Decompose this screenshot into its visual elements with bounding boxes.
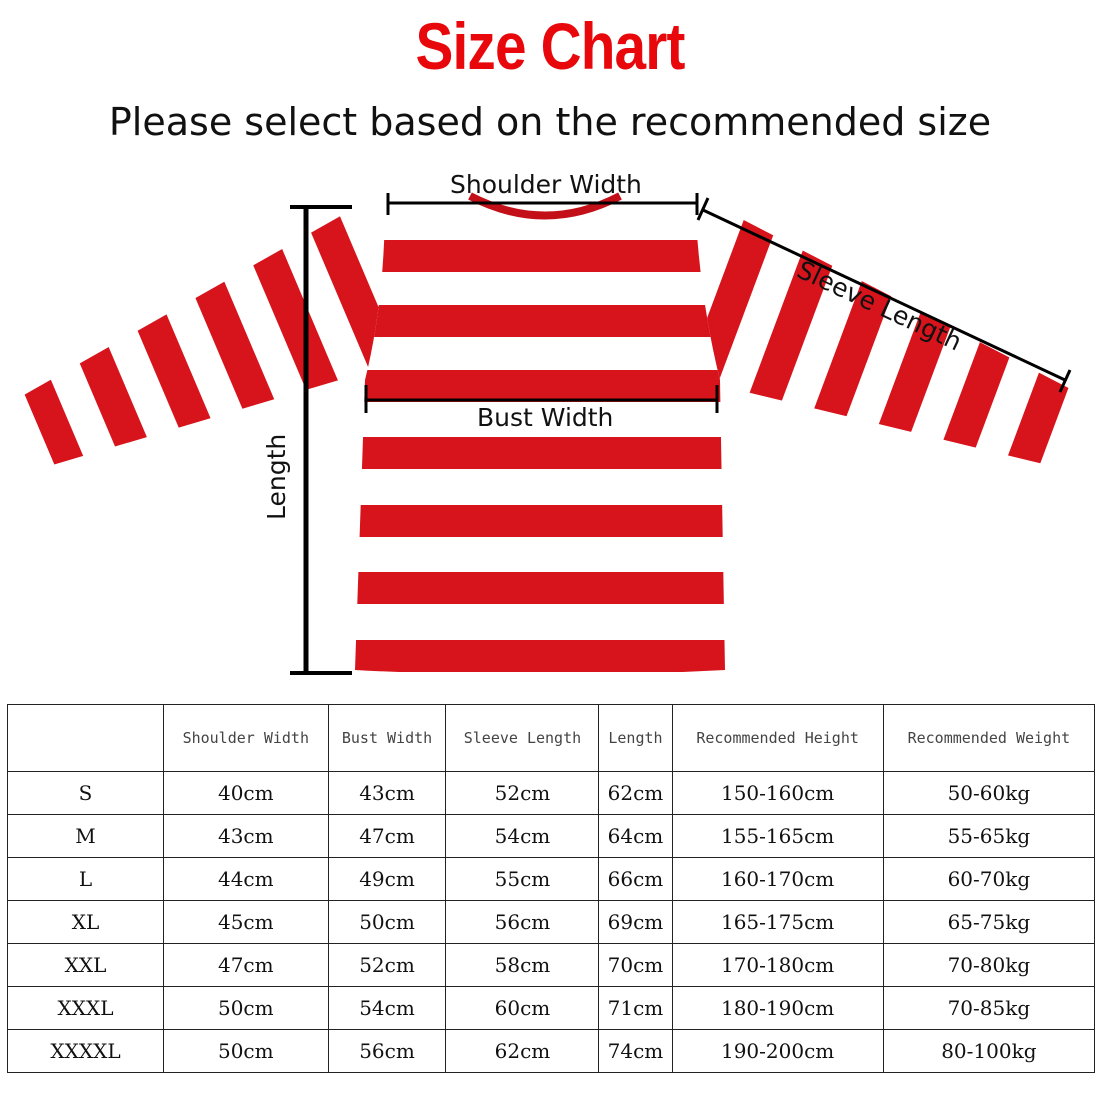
value-cell: 43cm <box>163 814 329 858</box>
value-cell: 50cm <box>163 986 329 1030</box>
value-cell: 60-70kg <box>882 857 1096 901</box>
sleeve-base <box>675 215 1087 506</box>
sleeve-stripe <box>868 283 963 464</box>
length-label: Length <box>262 433 291 520</box>
sleeve-stripe <box>122 283 224 463</box>
value-cell: 49cm <box>327 857 447 901</box>
size-cell: S <box>7 771 164 815</box>
sleeve-stripe <box>744 237 839 418</box>
measure-lines <box>290 193 1072 675</box>
value-cell: 47cm <box>163 943 329 987</box>
value-cell: 52cm <box>327 943 447 987</box>
value-cell: 60cm <box>445 986 600 1030</box>
value-cell: 180-190cm <box>671 986 884 1030</box>
size-cell: XXXL <box>7 986 164 1030</box>
body-stripe <box>355 505 725 537</box>
column-header <box>7 704 164 772</box>
value-cell: 69cm <box>598 900 673 944</box>
sleeve-stripe <box>183 257 285 437</box>
table-row: S 40cm 43cm 52cm 62cm 150-160cm 50-60kg <box>7 771 1096 815</box>
left-sleeve <box>8 211 412 504</box>
value-cell: 66cm <box>598 857 673 901</box>
size-table: Shoulder Width Bust Width Sleeve Length Len… <box>7 704 1096 1073</box>
right-sleeve <box>675 215 1087 506</box>
body-stripe <box>355 370 725 402</box>
value-cell: 58cm <box>445 943 600 987</box>
size-cell: M <box>7 814 164 858</box>
value-cell: 65-75kg <box>882 900 1096 944</box>
body-stripe <box>355 437 725 469</box>
body-stripe <box>355 305 725 337</box>
column-header: Recommended Weight <box>882 704 1096 772</box>
table-row: XXXL 50cm 54cm 60cm 71cm 180-190cm 70-85kg <box>7 986 1096 1030</box>
column-header: Sleeve Length <box>445 704 600 772</box>
value-cell: 170-180cm <box>671 943 884 987</box>
size-cell: L <box>7 857 164 901</box>
value-cell: 62cm <box>598 771 673 815</box>
value-cell: 50cm <box>327 900 447 944</box>
table-row: XXXXL 50cm 56cm 62cm 74cm 190-200cm 80-100kg <box>7 1029 1096 1073</box>
value-cell: 52cm <box>445 771 600 815</box>
value-cell: 54cm <box>445 814 600 858</box>
column-header: Bust Width <box>327 704 447 772</box>
size-cell: XL <box>7 900 164 944</box>
value-cell: 70cm <box>598 943 673 987</box>
value-cell: 160-170cm <box>671 857 884 901</box>
sleeve-base <box>8 211 412 504</box>
value-cell: 54cm <box>327 986 447 1030</box>
value-cell: 64cm <box>598 814 673 858</box>
value-cell: 80-100kg <box>882 1029 1096 1073</box>
table-header-row: Shoulder Width Bust Width Sleeve Length Len… <box>7 704 1096 772</box>
value-cell: 50-60kg <box>882 771 1096 815</box>
value-cell: 56cm <box>445 900 600 944</box>
value-cell: 50cm <box>163 1029 329 1073</box>
body-stripe <box>355 572 725 604</box>
size-cell: XXXXL <box>7 1029 164 1073</box>
value-cell: 165-175cm <box>671 900 884 944</box>
size-cell: XXL <box>7 943 164 987</box>
column-header: Shoulder Width <box>163 704 329 772</box>
sleeve-stripe <box>806 260 901 441</box>
value-cell: 55-65kg <box>882 814 1096 858</box>
value-cell: 45cm <box>163 900 329 944</box>
value-cell: 47cm <box>327 814 447 858</box>
shirt-body <box>355 195 725 676</box>
column-header: Recommended Height <box>671 704 884 772</box>
table-row: M 43cm 47cm 54cm 64cm 155-165cm 55-65kg <box>7 814 1096 858</box>
shoulder-width-label: Shoulder Width <box>450 170 642 199</box>
table-row: XXL 47cm 52cm 58cm 70cm 170-180cm 70-80kg <box>7 943 1096 987</box>
value-cell: 62cm <box>445 1029 600 1073</box>
value-cell: 70-80kg <box>882 943 1096 987</box>
value-cell: 155-165cm <box>671 814 884 858</box>
value-cell: 150-160cm <box>671 771 884 815</box>
page-title: Size Chart <box>415 9 686 83</box>
value-cell: 44cm <box>163 857 329 901</box>
column-header: Length <box>598 704 673 772</box>
bust-width-label: Bust Width <box>477 403 614 432</box>
page-subtitle: Please select based on the recommended s… <box>108 100 992 144</box>
value-cell: 55cm <box>445 857 600 901</box>
value-cell: 70-85kg <box>882 986 1096 1030</box>
value-cell: 74cm <box>598 1029 673 1073</box>
table-row: XL 45cm 50cm 56cm 69cm 165-175cm 65-75kg <box>7 900 1096 944</box>
value-cell: 43cm <box>327 771 447 815</box>
value-cell: 40cm <box>163 771 329 815</box>
value-cell: 56cm <box>327 1029 447 1073</box>
value-cell: 71cm <box>598 986 673 1030</box>
body-stripe <box>355 640 725 672</box>
sleeve-stripe <box>244 231 346 411</box>
body-stripe <box>355 240 725 272</box>
shirt-diagram <box>8 192 1087 676</box>
table-row: L 44cm 49cm 55cm 66cm 160-170cm 60-70kg <box>7 857 1096 901</box>
value-cell: 190-200cm <box>671 1029 884 1073</box>
